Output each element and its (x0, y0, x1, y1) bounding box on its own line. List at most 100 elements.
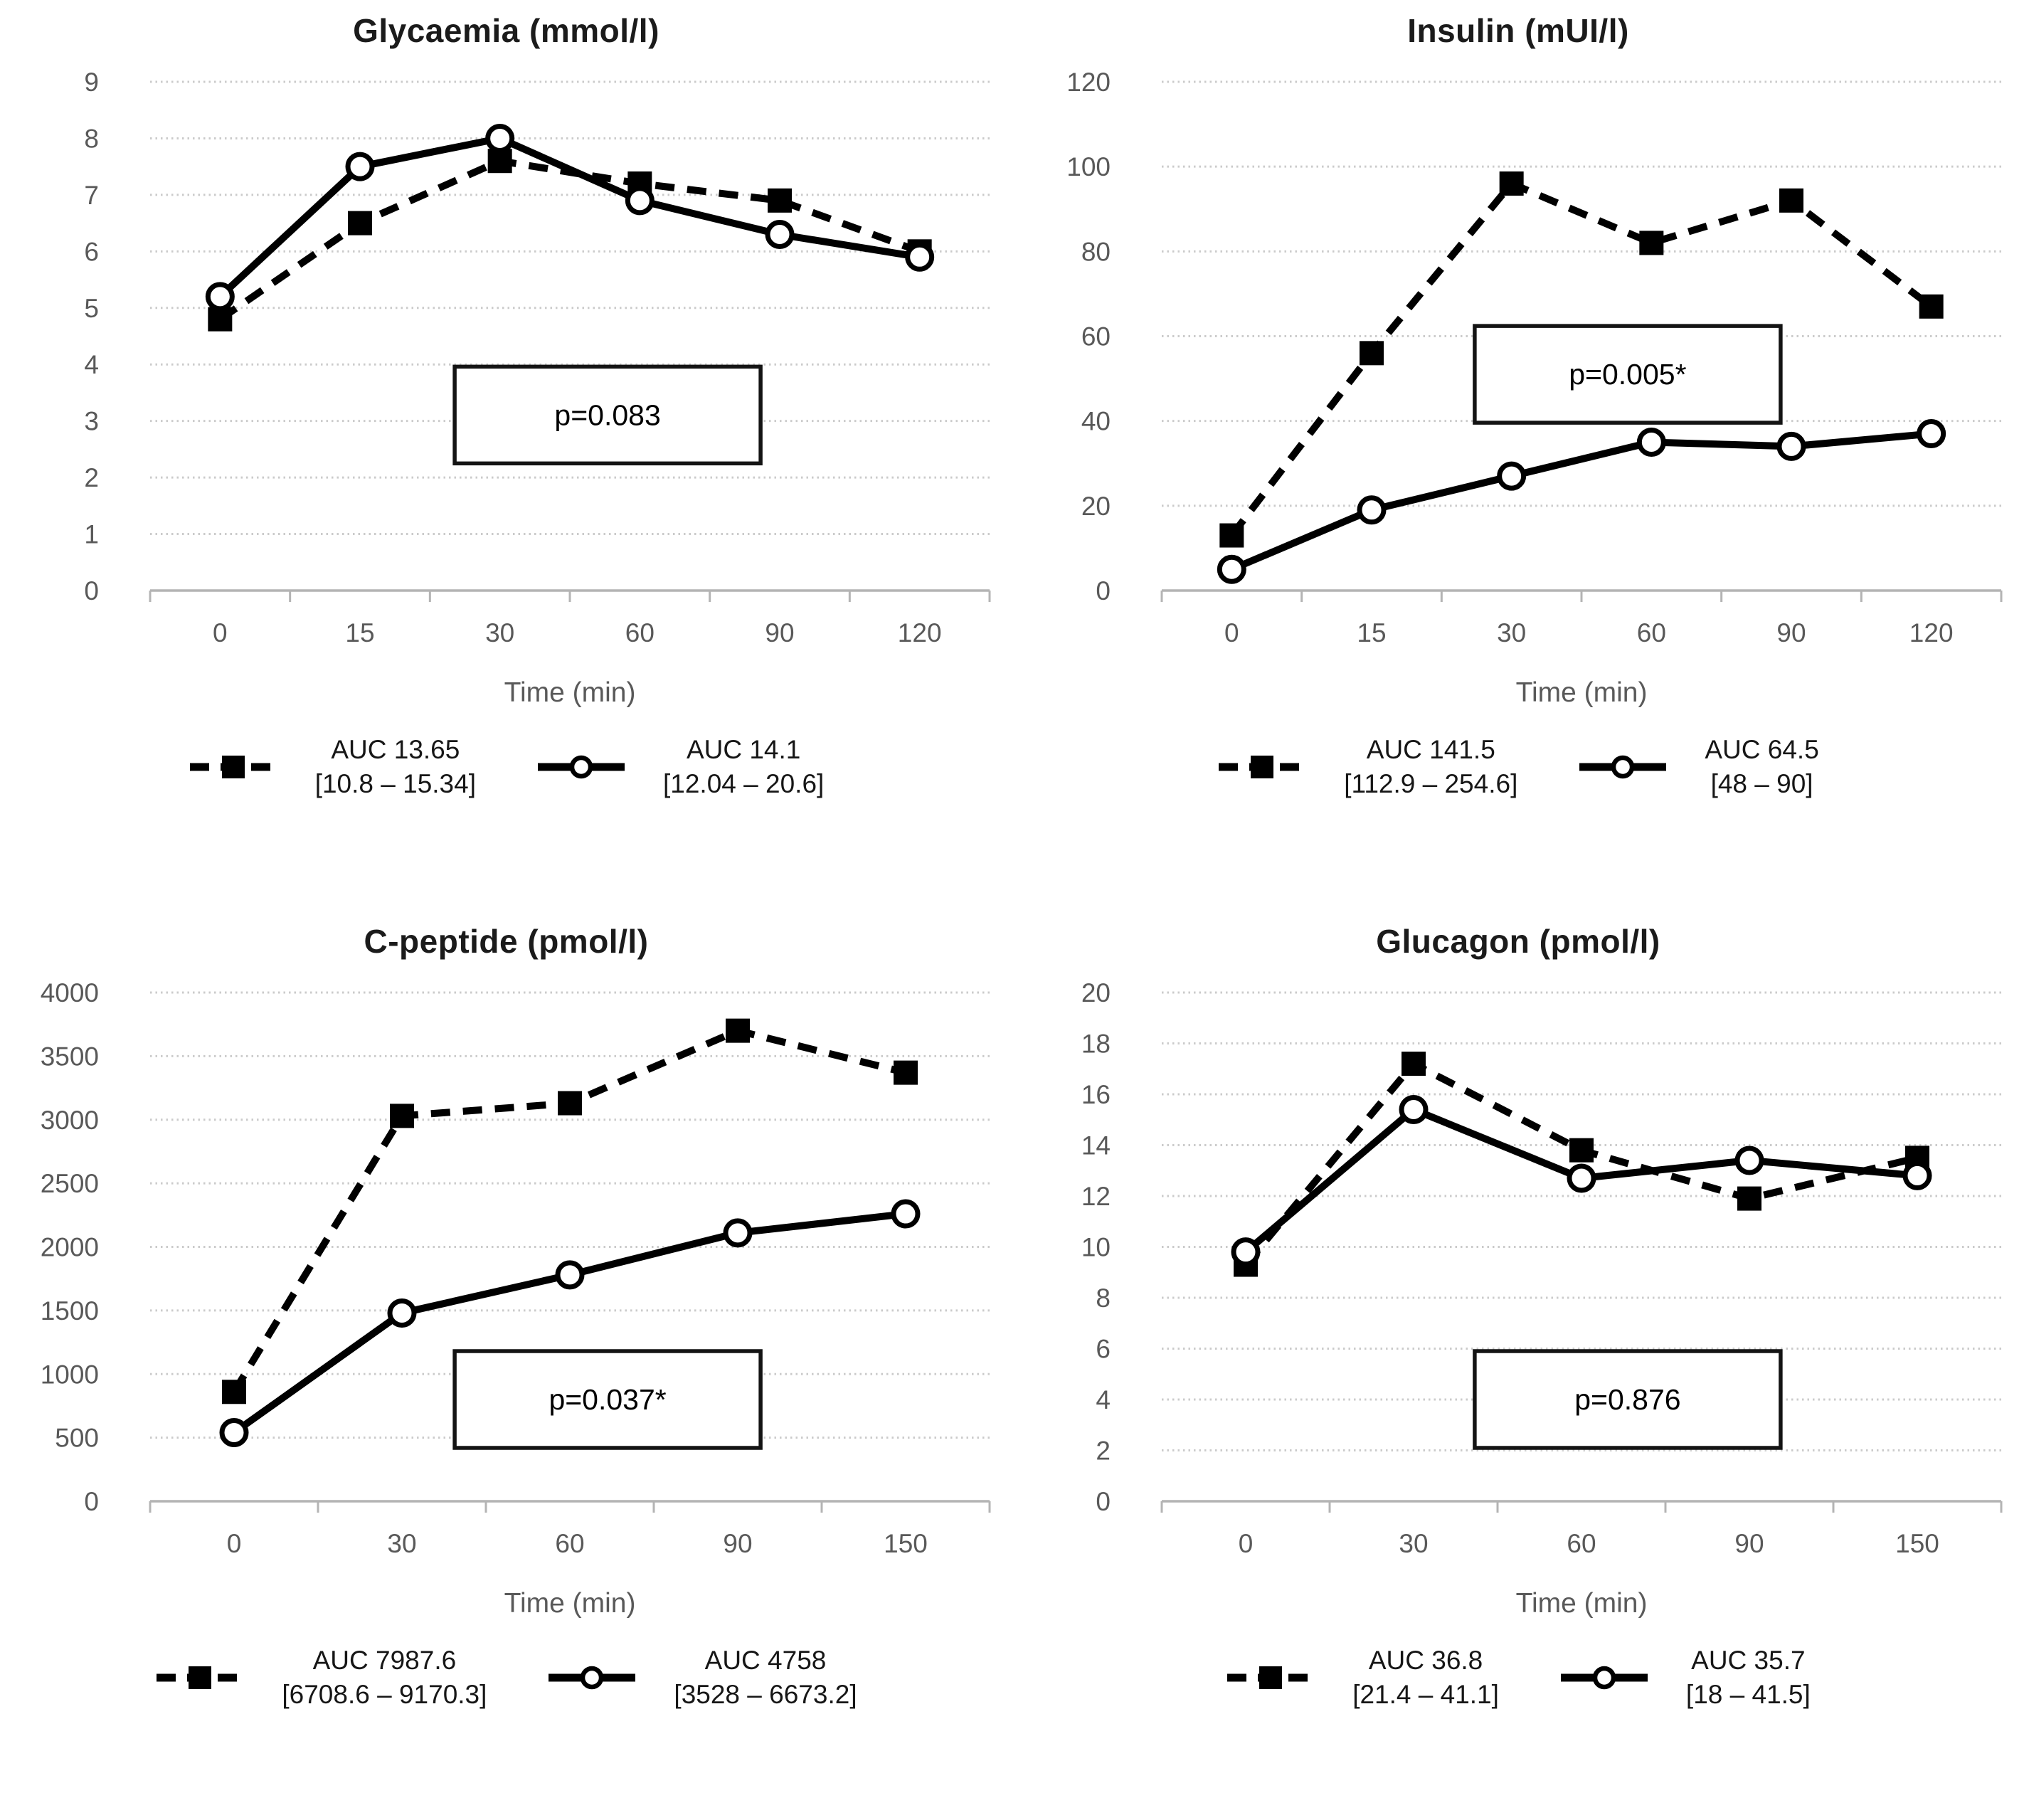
legend-item-dashed-squares: AUC 7987.6 [6708.6 – 9170.3] (155, 1644, 487, 1712)
chart-glucagon: Glucagon (pmol/l) 0 2 4 6 8 10 12 14 16 18 20 0 30 60… (1012, 911, 2024, 1820)
data-point-circle (219, 1417, 248, 1447)
series-line-solid-circles (216, 134, 923, 300)
y-tick-label: 20 (1081, 978, 1111, 1007)
dashed-square-marker-icon (1219, 756, 1306, 779)
x-tick-label: 0 (213, 618, 228, 647)
x-tick-label: 60 (1637, 618, 1666, 647)
legend-auc-range: [10.8 – 15.34] (314, 769, 476, 799)
plot-area-c-peptide: 0 500 1000 1500 2000 2500 3000 3500 4000 0 30 60 90 1… (40, 978, 990, 1619)
legend-item-solid-circles: AUC 4758 [3528 – 6673.2] (547, 1644, 857, 1712)
x-tick-label: 120 (1909, 618, 1954, 647)
chart-title-c-peptide: C-peptide (pmol/l) (364, 923, 649, 960)
y-tick-label: 2000 (40, 1233, 98, 1262)
y-tick-label: 2 (84, 463, 99, 492)
p-value-box (452, 1349, 763, 1450)
data-point-circle (1776, 431, 1806, 461)
x-tick-label: 0 (1224, 618, 1239, 647)
p-value-label: p=0.005* (1569, 358, 1686, 391)
data-point-square (557, 1091, 582, 1116)
legend-auc-value: AUC 4758 (704, 1646, 827, 1675)
legend-item-solid-circles: AUC 64.5 [48 – 90] (1578, 733, 1819, 801)
series-line-dashed-squares (231, 1027, 906, 1394)
data-point-circle (891, 1199, 920, 1229)
dashed-square-marker-icon (189, 756, 277, 779)
y-tick-label: 20 (1081, 492, 1111, 521)
legend-item-solid-circles: AUC 14.1 [12.04 – 20.6] (536, 733, 824, 801)
series-line-dashed-squares (1229, 179, 1934, 538)
legend-c-peptide: AUC 7987.6 [6708.6 – 9170.3] AUC 4758 [3… (0, 1644, 1012, 1712)
data-point-square (725, 1018, 750, 1043)
legend-text: AUC 4758 [3528 – 6673.2] (674, 1644, 857, 1712)
x-tick-label: 15 (1357, 618, 1386, 647)
y-tick-label: 6 (84, 237, 99, 266)
x-axis-title: Time (min) (1516, 677, 1648, 708)
legend-text: AUC 64.5 [48 – 90] (1705, 733, 1818, 801)
series-line-solid-circles (1228, 430, 1935, 573)
legend-auc-range: [3528 – 6673.2] (674, 1680, 857, 1710)
x-tick-label: 30 (1497, 618, 1526, 647)
x-tick-label: 0 (1239, 1529, 1254, 1558)
data-point-square (1219, 523, 1244, 548)
x-tick-label: 0 (226, 1529, 241, 1558)
y-tick-label: 1500 (40, 1296, 98, 1326)
data-point-circle (1917, 419, 1946, 449)
legend-auc-value: AUC 64.5 (1705, 735, 1819, 764)
data-point-square (1737, 1186, 1761, 1211)
legend-item-dashed-squares: AUC 13.65 [10.8 – 15.34] (189, 733, 476, 801)
x-tick-label: 60 (1567, 1529, 1596, 1558)
data-point-circle (345, 152, 374, 181)
y-tick-label: 3000 (40, 1106, 98, 1135)
x-tick-label: 30 (485, 618, 514, 647)
data-point-circle (1567, 1163, 1596, 1193)
y-tick-label: 2500 (40, 1169, 98, 1198)
data-point-square (1639, 231, 1664, 255)
legend-auc-range: [12.04 – 20.6] (663, 769, 825, 799)
y-tick-label: 9 (84, 68, 99, 97)
y-tick-label: 7 (84, 181, 99, 210)
data-point-circle (1357, 495, 1387, 525)
chart-insulin: Insulin (mUI/l) 0 20 40 60 80 100 120 0 15 30 60 90… (1012, 0, 2024, 911)
y-tick-label: 0 (84, 1487, 99, 1516)
chart-c-peptide: C-peptide (pmol/l) 0 500 1000 1500 2000 2500 3… (0, 911, 1012, 1820)
data-point-circle (904, 242, 934, 272)
chart-title-insulin: Insulin (mUI/l) (1407, 12, 1629, 49)
y-tick-label: 40 (1081, 407, 1111, 436)
legend-auc-value: AUC 35.7 (1691, 1646, 1806, 1675)
y-tick-label: 120 (1066, 68, 1111, 97)
plot-area-glucagon: 0 2 4 6 8 10 12 14 16 18 20 0 30 60 90 150 p=0.876 Time … (1081, 978, 2003, 1619)
x-axis-title: Time (min) (504, 1588, 635, 1619)
legend-item-dashed-squares: AUC 36.8 [21.4 – 41.1] (1226, 1644, 1499, 1712)
x-tick-label: 90 (1734, 1529, 1764, 1558)
solid-circle-marker-icon (1579, 755, 1667, 779)
y-tick-label: 5 (84, 294, 99, 323)
y-tick-label: 4000 (40, 978, 98, 1007)
dashed-square-marker-icon (1227, 1666, 1315, 1690)
legend-auc-value: AUC 14.1 (686, 735, 801, 764)
y-tick-label: 12 (1081, 1182, 1111, 1211)
legend-auc-range: [48 – 90] (1710, 769, 1813, 799)
data-point-square (1360, 341, 1384, 366)
y-tick-label: 18 (1081, 1030, 1111, 1059)
x-tick-label: 60 (625, 618, 654, 647)
legend-item-dashed-squares: AUC 141.5 [112.9 – 254.6] (1217, 733, 1517, 801)
data-point-circle (1497, 461, 1527, 491)
legend-auc-value: AUC 13.65 (331, 735, 460, 764)
legend-auc-value: AUC 141.5 (1366, 735, 1495, 764)
data-point-circle (723, 1218, 752, 1248)
data-point-circle (765, 220, 794, 249)
data-point-circle (1399, 1094, 1429, 1124)
chart-title-glycaemia: Glycaemia (mmol/l) (353, 12, 659, 49)
solid-circle-marker-icon (1560, 1666, 1648, 1690)
data-point-square (1499, 171, 1524, 196)
legend-auc-value: AUC 7987.6 (312, 1646, 457, 1675)
p-value-box (1473, 1349, 1783, 1450)
y-tick-label: 8 (84, 124, 99, 153)
y-tick-label: 3500 (40, 1042, 98, 1071)
legend-item-solid-circles: AUC 35.7 [18 – 41.5] (1559, 1644, 1811, 1712)
y-tick-label: 3 (84, 407, 99, 436)
y-tick-label: 2 (1096, 1437, 1111, 1466)
data-point-square (893, 1060, 918, 1085)
data-point-square (1569, 1138, 1594, 1163)
